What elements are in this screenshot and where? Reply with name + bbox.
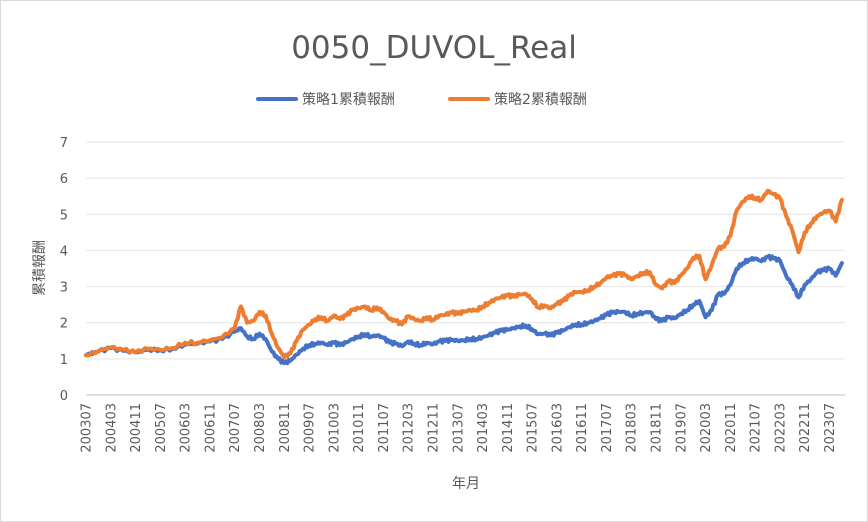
x-axis-title: 年月 bbox=[452, 476, 480, 492]
x-tick-label: 201307 bbox=[451, 403, 466, 453]
x-tick-label: 201907 bbox=[674, 403, 689, 453]
x-tick-label: 202011 bbox=[724, 403, 739, 453]
x-tick-label: 201411 bbox=[501, 403, 516, 453]
y-tick-label: 2 bbox=[60, 317, 68, 332]
x-tick-label: 200603 bbox=[179, 403, 194, 453]
x-tick-label: 202003 bbox=[699, 403, 714, 453]
y-axis-title: 累積報酬 bbox=[32, 240, 48, 296]
x-tick-label: 202107 bbox=[749, 403, 764, 453]
y-tick-label: 7 bbox=[60, 136, 68, 151]
x-axis-ticks: 200307 200403 200411 200507 200603 200611 2007… bbox=[80, 403, 839, 453]
legend-label-1: 策略1累積報酬 bbox=[302, 91, 395, 108]
x-tick-label: 202211 bbox=[798, 403, 813, 453]
x-tick-label: 200611 bbox=[203, 403, 218, 453]
x-tick-label: 201403 bbox=[476, 403, 491, 453]
y-tick-label: 3 bbox=[60, 281, 68, 296]
x-tick-label: 202203 bbox=[773, 403, 788, 453]
x-tick-label: 201707 bbox=[600, 403, 615, 453]
x-tick-label: 201603 bbox=[550, 403, 565, 453]
y-tick-label: 4 bbox=[60, 244, 68, 259]
series-line-1 bbox=[84, 253, 844, 366]
series-line-2 bbox=[84, 188, 844, 360]
x-tick-label: 200907 bbox=[303, 403, 318, 453]
legend: 策略1累積報酬 策略2累積報酬 bbox=[256, 91, 587, 108]
x-tick-label: 201003 bbox=[327, 403, 342, 453]
y-tick-label: 5 bbox=[60, 208, 68, 223]
x-tick-label: 201803 bbox=[625, 403, 640, 453]
x-tick-label: 200403 bbox=[104, 403, 119, 453]
x-tick-label: 200307 bbox=[80, 403, 95, 453]
x-tick-label: 201107 bbox=[377, 403, 392, 453]
gridlines bbox=[86, 141, 845, 396]
y-tick-label: 0 bbox=[60, 389, 68, 404]
series-lines bbox=[84, 188, 844, 366]
x-tick-label: 201611 bbox=[575, 403, 590, 453]
x-tick-label: 202307 bbox=[823, 403, 838, 453]
chart-title: 0050_DUVOL_Real bbox=[291, 30, 577, 66]
x-tick-label: 200707 bbox=[228, 403, 243, 453]
x-tick-label: 201211 bbox=[426, 403, 441, 453]
x-tick-label: 201507 bbox=[526, 403, 541, 453]
x-tick-label: 200811 bbox=[278, 403, 293, 453]
legend-label-2: 策略2累積報酬 bbox=[494, 91, 587, 108]
x-tick-label: 201011 bbox=[352, 403, 367, 453]
y-tick-label: 6 bbox=[60, 172, 68, 187]
x-tick-label: 201811 bbox=[650, 403, 665, 453]
y-tick-label: 1 bbox=[60, 353, 68, 368]
x-tick-label: 200803 bbox=[253, 403, 268, 453]
x-tick-label: 200411 bbox=[129, 403, 144, 453]
y-axis-ticks: 0 1 2 3 4 5 6 7 bbox=[60, 136, 68, 404]
x-tick-label: 201203 bbox=[402, 403, 417, 453]
x-tick-label: 200507 bbox=[154, 403, 169, 453]
